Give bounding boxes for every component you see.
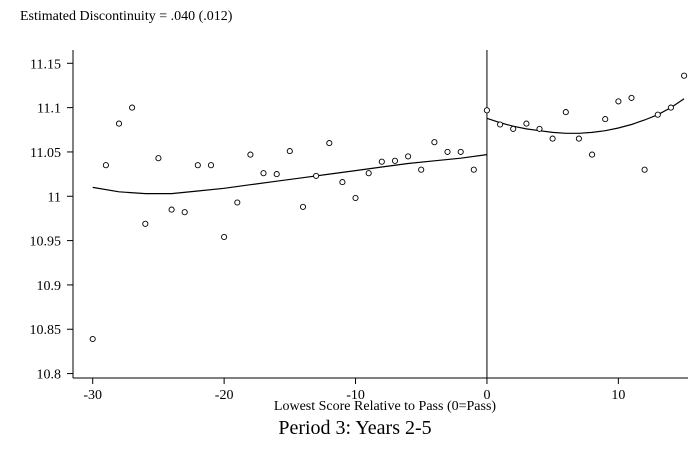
y-tick-label: 11 — [48, 190, 61, 205]
data-points — [89, 72, 688, 343]
data-point — [562, 109, 569, 116]
data-point — [115, 120, 123, 127]
x-axis-ticks: -30 -20 -10 0 10 — [83, 378, 625, 403]
chart-caption: Period 3: Years 2-5 — [278, 417, 431, 439]
x-tick-label: -20 — [215, 388, 234, 403]
data-point — [681, 72, 688, 79]
axes — [72, 50, 688, 379]
data-point — [181, 209, 188, 216]
data-point — [234, 199, 241, 206]
left-fit-line — [92, 154, 487, 195]
data-point — [497, 121, 504, 128]
data-point — [523, 120, 530, 127]
y-tick-label: 10.95 — [30, 235, 62, 250]
data-point — [155, 155, 162, 162]
data-point — [168, 206, 175, 213]
y-tick-label: 10.9 — [37, 279, 62, 294]
y-tick-label: 11.15 — [30, 57, 61, 72]
y-tick-label: 10.8 — [37, 368, 62, 383]
data-point — [286, 148, 293, 155]
data-point — [313, 172, 320, 179]
x-tick-label: 0 — [483, 388, 490, 403]
data-point — [431, 139, 438, 146]
data-point — [142, 220, 149, 227]
data-point — [221, 233, 228, 241]
data-point — [510, 125, 517, 132]
data-point — [299, 203, 307, 210]
data-point — [575, 135, 582, 142]
data-point — [352, 194, 359, 202]
chart-title: Estimated Discontinuity = .040 (.012) — [20, 9, 233, 24]
data-point — [247, 151, 254, 158]
x-tick-label: -30 — [83, 388, 102, 403]
y-tick-label: 11.05 — [30, 146, 61, 161]
data-point — [365, 170, 372, 177]
data-point — [405, 153, 412, 160]
data-point — [391, 157, 399, 164]
data-point — [549, 135, 556, 142]
x-axis-label: Lowest Score Relative to Pass (0=Pass) — [274, 399, 496, 414]
fit-lines — [92, 98, 685, 195]
data-point — [326, 140, 333, 147]
x-tick-label: -10 — [346, 388, 365, 403]
data-point — [102, 162, 109, 169]
right-fit-line — [486, 98, 685, 134]
data-point — [667, 104, 674, 111]
data-point — [418, 166, 425, 173]
y-tick-label: 10.85 — [30, 323, 62, 338]
data-point — [483, 107, 490, 114]
data-point — [602, 116, 609, 123]
data-point — [615, 98, 622, 105]
data-point — [654, 111, 661, 118]
data-point — [194, 162, 201, 169]
y-axis-ticks: 10.8 10.85 10.9 10.95 11 11.05 11.1 11.15 — [30, 57, 73, 383]
data-point — [457, 148, 464, 155]
data-point — [89, 335, 96, 343]
data-point — [589, 151, 596, 158]
data-point — [470, 166, 477, 173]
data-point — [129, 104, 136, 111]
data-point — [536, 125, 543, 132]
data-point — [273, 171, 280, 178]
data-point — [641, 166, 648, 173]
data-point — [444, 148, 451, 155]
data-point — [378, 158, 385, 165]
x-tick-label: 10 — [611, 388, 625, 403]
data-point — [207, 162, 215, 169]
data-point — [339, 179, 346, 186]
data-point — [628, 94, 635, 101]
data-point — [260, 170, 267, 177]
y-tick-label: 11.1 — [37, 102, 61, 117]
